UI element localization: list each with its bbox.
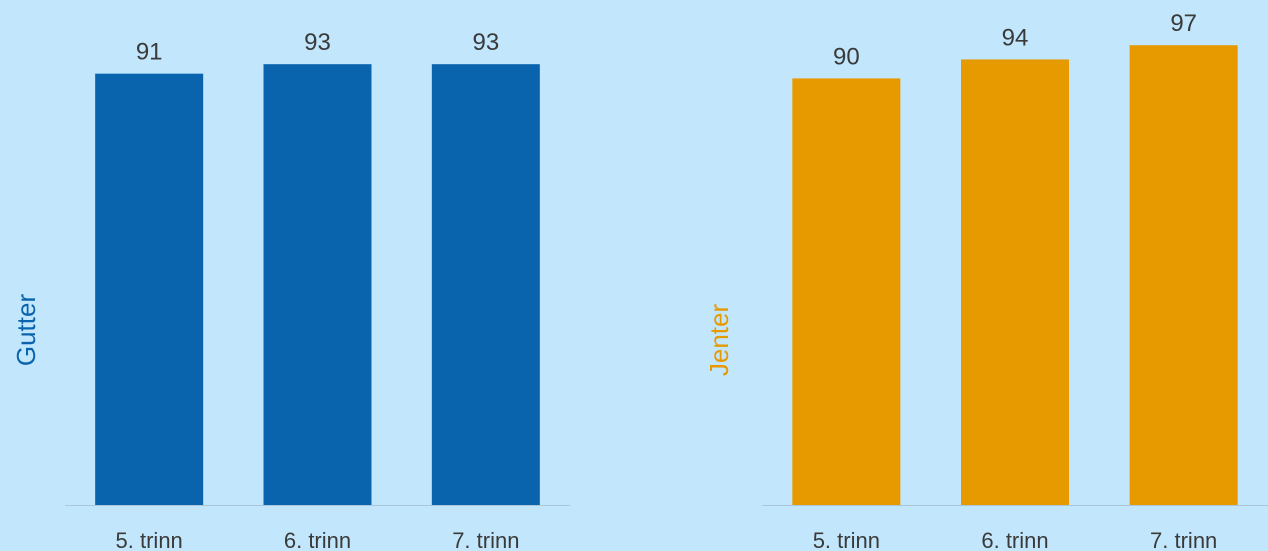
x-tick-label: 6. trinn: [284, 528, 351, 551]
bar-jenter-5-trinn: [792, 78, 901, 506]
data-label: 93: [472, 29, 499, 56]
x-tick-label: 5. trinn: [813, 528, 880, 551]
chart-jenter: Jenter 90 5. trinn 94 6. trinn 97 7. trinn: [704, 10, 1268, 551]
x-tick-label: 6. trinn: [981, 528, 1048, 551]
x-tick-label: 7. trinn: [1150, 528, 1217, 551]
data-label: 94: [1002, 24, 1029, 51]
data-label: 90: [833, 43, 860, 70]
bar-gutter-6-trinn: [263, 64, 372, 506]
chart-gutter: Gutter 91 5. trinn 93 6. trinn 93 7. trinn: [11, 29, 570, 551]
bar-gutter-5-trinn: [95, 73, 204, 505]
bar-jenter-7-trinn: [1129, 45, 1238, 505]
y-axis-label: Gutter: [11, 294, 41, 367]
x-tick-label: 7. trinn: [452, 528, 519, 551]
bar-jenter-6-trinn: [961, 59, 1069, 505]
y-axis-label: Jenter: [704, 304, 734, 377]
data-label: 91: [136, 39, 163, 66]
bar-gutter-7-trinn: [431, 64, 540, 506]
data-label: 97: [1170, 10, 1197, 37]
data-label: 93: [304, 29, 331, 56]
x-tick-label: 5. trinn: [116, 528, 183, 551]
